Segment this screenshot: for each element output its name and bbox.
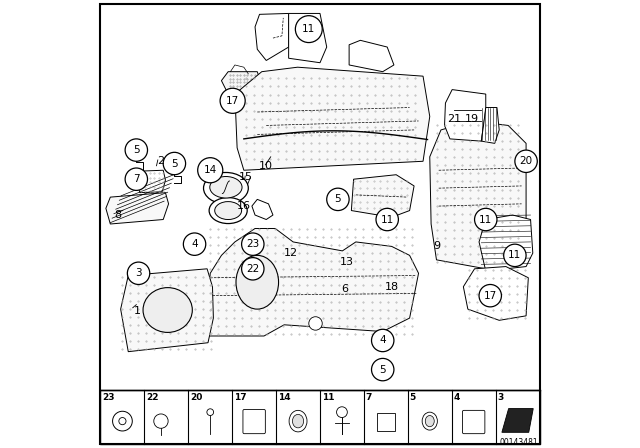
Text: 23: 23 — [102, 393, 115, 402]
Text: 4: 4 — [380, 336, 386, 345]
Text: 11: 11 — [302, 24, 316, 34]
Text: 7: 7 — [133, 174, 140, 184]
Text: 19: 19 — [465, 114, 479, 124]
Text: 11: 11 — [381, 215, 394, 224]
Text: 10: 10 — [259, 161, 273, 171]
Circle shape — [475, 208, 497, 231]
Circle shape — [376, 208, 398, 231]
Text: 3: 3 — [497, 393, 504, 402]
Polygon shape — [463, 267, 529, 320]
Text: 20: 20 — [520, 156, 532, 166]
Circle shape — [308, 317, 323, 330]
Circle shape — [125, 168, 148, 190]
Text: 6: 6 — [341, 284, 348, 294]
Circle shape — [113, 411, 132, 431]
Text: 11: 11 — [322, 393, 334, 402]
Polygon shape — [255, 13, 289, 60]
Text: 16: 16 — [237, 201, 251, 211]
Text: 5: 5 — [335, 194, 341, 204]
Text: 22: 22 — [246, 264, 259, 274]
Text: 12: 12 — [284, 248, 298, 258]
Text: 13: 13 — [340, 257, 354, 267]
Circle shape — [515, 150, 538, 172]
Ellipse shape — [292, 414, 303, 428]
Text: 4: 4 — [454, 393, 460, 402]
Text: 20: 20 — [190, 393, 202, 402]
Circle shape — [154, 414, 168, 428]
Text: 5: 5 — [380, 365, 386, 375]
Circle shape — [198, 158, 223, 183]
Polygon shape — [289, 13, 327, 63]
Text: 11: 11 — [479, 215, 492, 224]
Circle shape — [163, 152, 186, 175]
Text: 9: 9 — [433, 241, 440, 251]
Text: 5: 5 — [133, 145, 140, 155]
Text: 00143481: 00143481 — [500, 438, 539, 447]
Text: 21: 21 — [447, 114, 461, 124]
Circle shape — [242, 258, 264, 280]
Polygon shape — [235, 67, 430, 170]
Text: 8: 8 — [114, 210, 121, 220]
FancyBboxPatch shape — [377, 413, 395, 431]
Circle shape — [125, 139, 148, 161]
Ellipse shape — [215, 202, 242, 220]
Polygon shape — [121, 269, 213, 352]
Circle shape — [127, 262, 150, 284]
Circle shape — [504, 244, 526, 267]
Text: 14: 14 — [204, 165, 217, 175]
Text: 7: 7 — [365, 393, 372, 402]
Ellipse shape — [210, 177, 242, 198]
Circle shape — [337, 407, 348, 418]
Circle shape — [327, 188, 349, 211]
Text: 1: 1 — [134, 306, 141, 316]
Circle shape — [296, 16, 323, 43]
Polygon shape — [502, 409, 533, 432]
Polygon shape — [349, 40, 394, 72]
Polygon shape — [208, 228, 419, 336]
Circle shape — [119, 418, 126, 425]
Ellipse shape — [143, 288, 192, 332]
Polygon shape — [481, 108, 499, 143]
Ellipse shape — [209, 198, 247, 224]
Ellipse shape — [422, 412, 437, 430]
Polygon shape — [221, 72, 262, 94]
Text: 14: 14 — [278, 393, 291, 402]
Text: 18: 18 — [385, 282, 399, 292]
Circle shape — [220, 88, 245, 113]
Text: 5: 5 — [410, 393, 416, 402]
Text: 22: 22 — [146, 393, 159, 402]
Text: 2: 2 — [157, 156, 164, 166]
Bar — [100, 390, 540, 444]
Text: 17: 17 — [234, 393, 246, 402]
Ellipse shape — [207, 409, 214, 416]
FancyBboxPatch shape — [243, 409, 266, 434]
Text: 17: 17 — [226, 96, 239, 106]
Polygon shape — [106, 193, 168, 224]
Polygon shape — [136, 170, 165, 193]
Text: 3: 3 — [135, 268, 142, 278]
Text: 23: 23 — [246, 239, 259, 249]
Text: 5: 5 — [171, 159, 178, 168]
Polygon shape — [252, 199, 273, 220]
Text: 11: 11 — [508, 250, 522, 260]
FancyBboxPatch shape — [463, 410, 485, 434]
Ellipse shape — [236, 255, 278, 309]
Ellipse shape — [425, 416, 435, 426]
Circle shape — [479, 284, 502, 307]
Text: 4: 4 — [191, 239, 198, 249]
Polygon shape — [445, 90, 486, 141]
Ellipse shape — [289, 410, 307, 432]
Circle shape — [242, 233, 264, 255]
Polygon shape — [351, 175, 414, 217]
Text: 17: 17 — [484, 291, 497, 301]
Circle shape — [372, 358, 394, 381]
Polygon shape — [430, 121, 526, 269]
Text: 15: 15 — [239, 172, 253, 182]
Circle shape — [372, 329, 394, 352]
Ellipse shape — [204, 172, 248, 204]
Polygon shape — [479, 215, 533, 271]
Circle shape — [184, 233, 206, 255]
